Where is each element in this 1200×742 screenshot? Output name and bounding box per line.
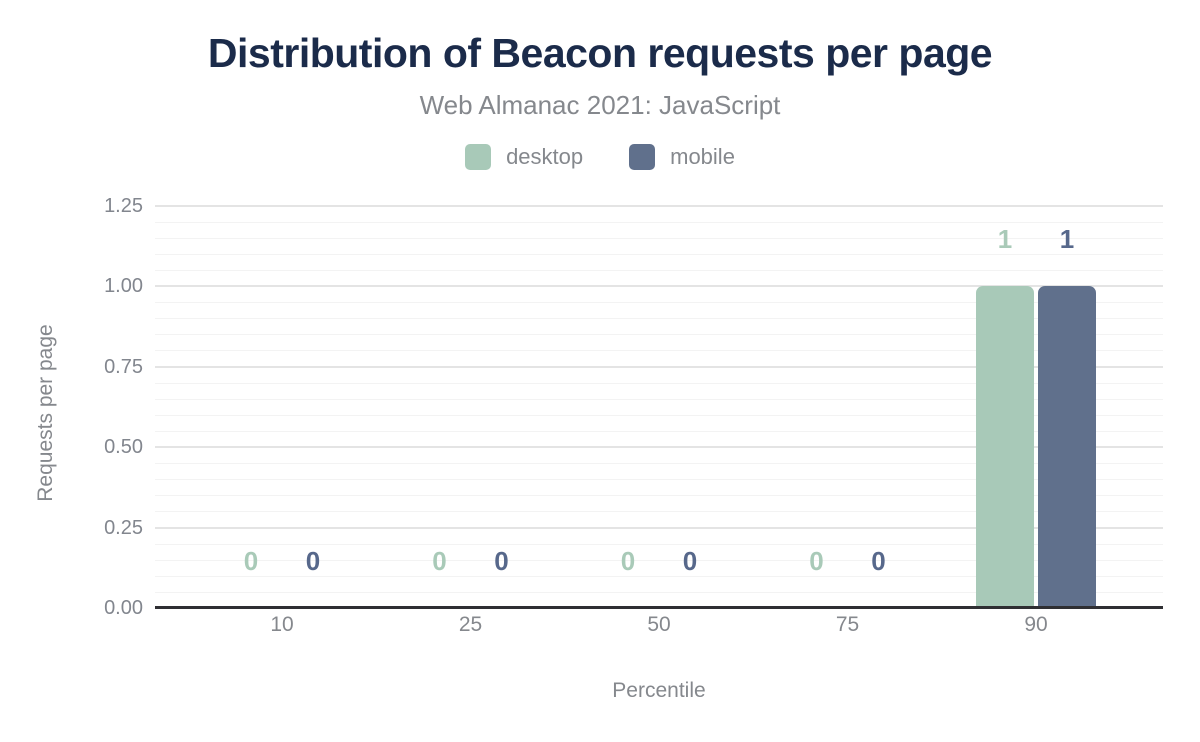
minor-gridline — [155, 575, 1163, 577]
minor-gridline — [155, 511, 1163, 513]
desktop-legend-label: desktop — [506, 144, 584, 169]
mobile-value-label: 0 — [871, 546, 886, 576]
minor-gridline — [155, 398, 1163, 400]
minor-gridline — [155, 430, 1163, 432]
desktop-value-label: 0 — [243, 546, 259, 576]
major-gridline — [155, 204, 1163, 207]
x-tick-label: 25 — [458, 613, 483, 636]
minor-gridline — [155, 463, 1163, 465]
x-tick-label: 10 — [270, 613, 294, 636]
desktop-value-label: 0 — [432, 546, 447, 576]
major-gridline — [155, 365, 1163, 368]
minor-gridline — [155, 221, 1163, 223]
minor-gridline — [155, 382, 1163, 384]
mobile-legend-label: mobile — [670, 144, 735, 169]
minor-gridline — [155, 495, 1163, 497]
minor-gridline — [155, 559, 1163, 561]
minor-gridline — [155, 334, 1163, 336]
minor-gridline — [155, 318, 1163, 320]
desktop-value-label: 0 — [620, 546, 636, 576]
mobile-bar[interactable] — [1038, 286, 1096, 608]
minor-gridline — [155, 479, 1163, 481]
minor-gridline — [155, 350, 1163, 352]
minor-gridline — [155, 414, 1163, 416]
legend: desktop mobile — [0, 143, 1200, 171]
y-tick-label: 0.50 — [104, 436, 143, 458]
legend-item-mobile: mobile — [629, 144, 735, 170]
mobile-value-label: 1 — [1059, 224, 1075, 254]
major-gridline — [155, 285, 1163, 287]
minor-gridline — [155, 269, 1163, 271]
mobile-value-label: 0 — [305, 546, 321, 576]
major-gridline — [155, 526, 1163, 529]
mobile-value-label: 0 — [494, 546, 509, 576]
y-tick-label: 1.00 — [104, 275, 143, 297]
minor-gridline — [155, 543, 1163, 545]
x-tick-label: 75 — [835, 613, 860, 636]
desktop-bar[interactable] — [976, 286, 1034, 608]
legend-item-desktop: desktop — [465, 144, 583, 170]
minor-gridline — [155, 253, 1163, 255]
desktop-value-label: 1 — [997, 224, 1013, 254]
y-tick-label: 1.25 — [104, 194, 143, 217]
minor-gridline — [155, 302, 1163, 304]
chart-title: Distribution of Beacon requests per page — [207, 30, 993, 76]
x-tick-label: 90 — [1024, 613, 1048, 636]
minor-gridline — [155, 591, 1163, 593]
y-tick-label: 0.25 — [104, 516, 143, 539]
mobile-value-label: 0 — [682, 546, 698, 576]
major-gridline — [155, 446, 1163, 448]
mobile-legend-swatch — [629, 144, 656, 170]
x-axis-title: Percentile — [612, 679, 706, 702]
x-axis-baseline — [155, 606, 1163, 609]
minor-gridline — [155, 237, 1163, 239]
y-tick-label: 0.00 — [104, 597, 143, 619]
desktop-value-label: 0 — [809, 546, 824, 576]
chart-subtitle: Web Almanac 2021: JavaScript — [419, 90, 781, 120]
y-axis-title: Requests per page — [34, 324, 57, 502]
x-tick-label: 50 — [647, 613, 671, 636]
y-tick-label: 0.75 — [104, 355, 143, 378]
desktop-legend-swatch — [465, 144, 492, 170]
